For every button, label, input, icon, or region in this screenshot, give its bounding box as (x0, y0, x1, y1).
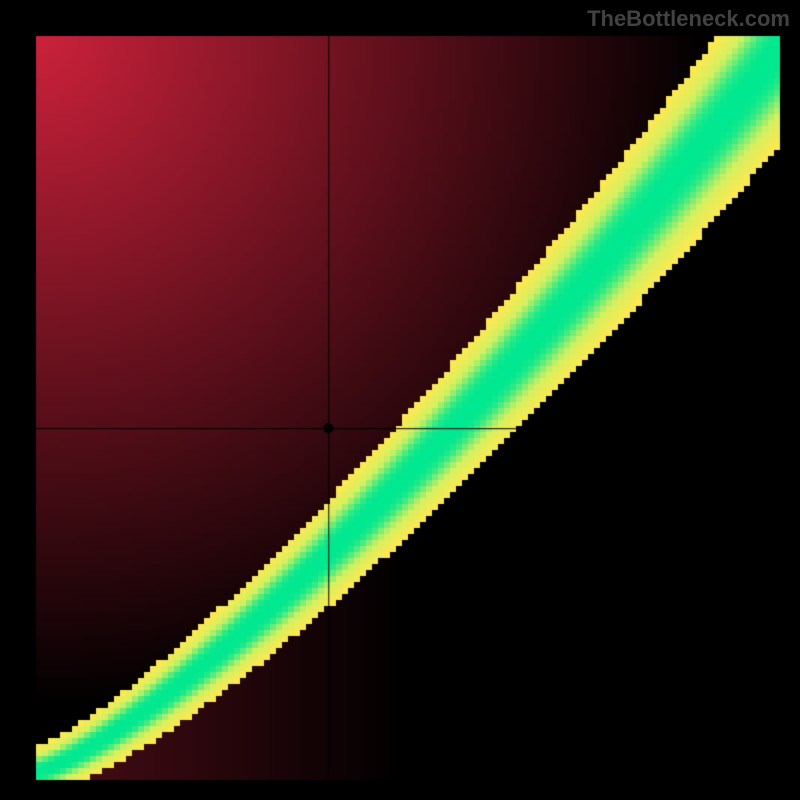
chart-container: TheBottleneck.com (0, 0, 800, 800)
watermark-label: TheBottleneck.com (587, 6, 790, 32)
bottleneck-heatmap (0, 0, 800, 800)
